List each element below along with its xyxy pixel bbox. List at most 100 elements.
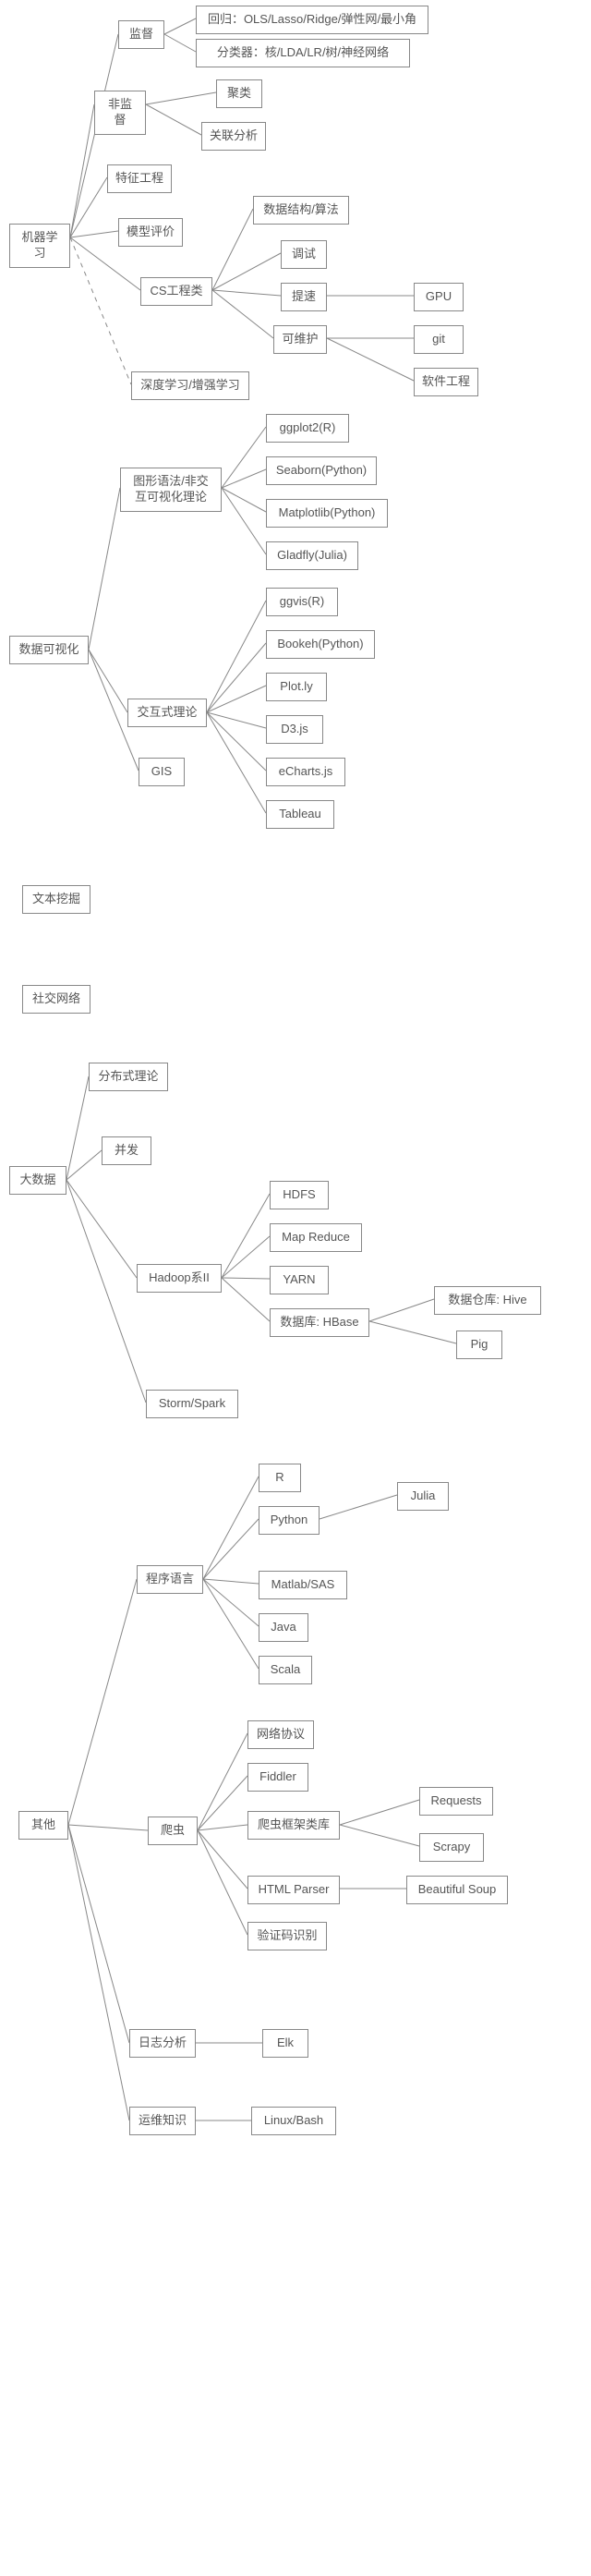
node-scrapy: Scrapy: [419, 1833, 484, 1862]
node-pig: Pig: [456, 1331, 502, 1359]
node-ggplot: ggplot2(R): [266, 414, 349, 443]
node-hive: 数据仓库: Hive: [434, 1286, 541, 1315]
edge-maint-sweng: [327, 338, 414, 381]
edge-frame-scrapy: [340, 1825, 419, 1846]
edge-frame-requests: [340, 1800, 419, 1825]
node-unsup: 非监督: [94, 91, 146, 135]
node-mapred: Map Reduce: [270, 1223, 362, 1252]
node-frame: 爬虫框架类库: [247, 1811, 340, 1840]
node-dist: 分布式理论: [89, 1063, 168, 1091]
node-gpu: GPU: [414, 283, 464, 311]
edge-bigdata-storm: [66, 1180, 146, 1403]
node-static: 图形语法/非交互可视化理论: [120, 468, 222, 512]
edge-hadoop-yarn: [222, 1278, 270, 1279]
node-social: 社交网络: [22, 985, 90, 1014]
node-log: 日志分析: [129, 2029, 196, 2058]
node-r: R: [259, 1464, 301, 1492]
edge-hadoop-mapred: [222, 1236, 270, 1278]
edge-cs-speed: [212, 290, 281, 296]
node-requests: Requests: [419, 1787, 493, 1816]
edge-static-seaborn: [222, 469, 266, 488]
edge-ml-dlrl: [70, 237, 131, 384]
edge-cs-debug: [212, 253, 281, 290]
edge-bigdata-hadoop: [66, 1180, 137, 1278]
node-bs: Beautiful Soup: [406, 1876, 508, 1904]
node-d3: D3.js: [266, 715, 323, 744]
node-yarn: YARN: [270, 1266, 329, 1294]
edge-python-julia: [320, 1495, 397, 1519]
edge-inter-ggvis: [207, 601, 266, 712]
node-reg: 回归：OLS/Lasso/Ridge/弹性网/最小角: [196, 6, 428, 34]
edge-ml-sup: [70, 34, 118, 237]
edge-inter-plotly: [207, 686, 266, 712]
edge-inter-tableau: [207, 712, 266, 813]
edge-inter-d3: [207, 712, 266, 728]
edge-inter-bokeh: [207, 643, 266, 712]
node-plotly: Plot.ly: [266, 673, 327, 701]
node-elk: Elk: [262, 2029, 308, 2058]
node-clust: 聚类: [216, 79, 262, 108]
node-bokeh: Bookeh(Python): [266, 630, 375, 659]
node-ggvis: ggvis(R): [266, 588, 338, 616]
edge-lang-java: [203, 1579, 259, 1626]
edge-cs-dsalgo: [212, 209, 253, 290]
node-fiddler: Fiddler: [247, 1763, 308, 1792]
edge-lang-r: [203, 1476, 259, 1579]
edge-lang-scala: [203, 1579, 259, 1669]
node-crawl: 爬虫: [148, 1817, 198, 1845]
node-mpl: Matplotlib(Python): [266, 499, 388, 528]
node-maint: 可维护: [273, 325, 327, 354]
node-sweng: 软件工程: [414, 368, 478, 396]
node-echarts: eCharts.js: [266, 758, 345, 786]
node-feat: 特征工程: [107, 164, 172, 193]
node-dsalgo: 数据结构/算法: [253, 196, 349, 225]
node-hdfs: HDFS: [270, 1181, 329, 1209]
edge-crawl-frame: [198, 1825, 247, 1830]
edge-hbase-pig: [369, 1321, 456, 1343]
node-ops: 运维知识: [129, 2107, 196, 2135]
node-seaborn: Seaborn(Python): [266, 456, 377, 485]
mindmap-container: 机器学习 监督非监督特征工程模型评价 CS工程类深度学习/增强学习 回归：OLS/La…: [0, 0, 591, 2576]
node-storm: Storm/Spark: [146, 1390, 238, 1418]
edge-crawl-captcha: [198, 1830, 247, 1935]
node-lang: 程序语言: [137, 1565, 203, 1594]
node-inter: 交互式理论: [127, 699, 207, 727]
node-bigdata: 大数据: [9, 1166, 66, 1195]
edge-sup-clf: [164, 34, 196, 52]
node-other: 其他: [18, 1811, 68, 1840]
node-git: git: [414, 325, 464, 354]
node-eval: 模型评价: [118, 218, 183, 247]
edge-ml-unsup: [70, 104, 94, 237]
node-gis: GIS: [139, 758, 185, 786]
node-julia: Julia: [397, 1482, 449, 1511]
node-assoc: 关联分析: [201, 122, 266, 151]
node-hparser: HTML Parser: [247, 1876, 340, 1904]
edge-ml-feat: [70, 177, 107, 237]
node-java: Java: [259, 1613, 308, 1642]
edge-unsup-assoc: [146, 104, 201, 135]
node-viz: 数据可视化: [9, 636, 89, 664]
edge-hadoop-hbase: [222, 1278, 270, 1321]
node-text: 文本挖掘: [22, 885, 90, 914]
edge-viz-inter: [89, 650, 127, 712]
node-ml: 机器学习: [9, 224, 70, 268]
edge-lang-python: [203, 1519, 259, 1579]
edge-bigdata-dist: [66, 1076, 89, 1180]
edge-inter-echarts: [207, 712, 266, 771]
edge-lang-matlab: [203, 1579, 259, 1584]
node-cs: CS工程类: [140, 277, 212, 306]
node-hbase: 数据库: HBase: [270, 1308, 369, 1337]
edge-crawl-hparser: [198, 1830, 247, 1889]
node-python: Python: [259, 1506, 320, 1535]
node-gladfly: Gladfly(Julia): [266, 541, 358, 570]
node-dlrl: 深度学习/增强学习: [131, 371, 249, 400]
edge-hadoop-hdfs: [222, 1194, 270, 1278]
edge-other-log: [68, 1825, 129, 2043]
node-scala: Scala: [259, 1656, 312, 1684]
node-hadoop: Hadoop系II: [137, 1264, 222, 1293]
node-proto: 网络协议: [247, 1720, 314, 1749]
edge-unsup-clust: [146, 92, 216, 104]
node-concur: 并发: [102, 1136, 151, 1165]
node-sup: 监督: [118, 20, 164, 49]
node-speed: 提速: [281, 283, 327, 311]
